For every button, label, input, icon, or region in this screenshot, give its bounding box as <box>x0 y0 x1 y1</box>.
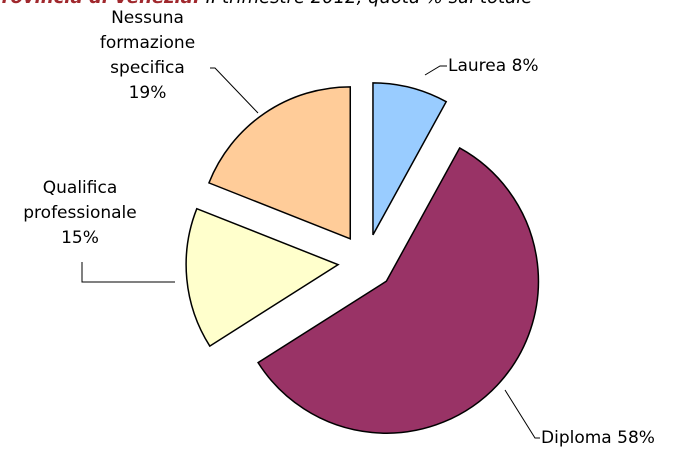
label-name: Nessuna formazione specifica <box>99 8 196 78</box>
label-value: 15% <box>61 228 99 248</box>
leaders <box>81 65 540 439</box>
chart-title: Provincia di Venezia: <box>0 0 200 8</box>
pie-slice <box>207 86 352 240</box>
slice-label: Qualifica professionale 15% <box>0 176 160 251</box>
pie-slice <box>257 146 540 434</box>
label-value: 58% <box>617 428 655 448</box>
chart-subtitle: II trimestre 2012, quota % sul totale <box>206 0 533 8</box>
pie-slice <box>185 207 340 348</box>
label-name: Qualifica professionale <box>23 178 137 223</box>
label-name: Diploma <box>541 428 612 448</box>
title-row: Provincia di Venezia: II trimestre 2012,… <box>0 0 532 8</box>
leader-line <box>504 389 540 439</box>
leader-line <box>424 65 447 76</box>
label-value: 8% <box>511 56 539 76</box>
slice-label: Nessuna formazione specifica 19% <box>90 6 205 106</box>
leader-line <box>210 67 259 114</box>
leader-line <box>81 262 175 283</box>
label-name: Laurea <box>448 56 507 76</box>
slice-label: Diploma 58% <box>541 426 655 450</box>
slice-label: Laurea 8% <box>448 54 539 79</box>
pie-slice <box>372 82 448 236</box>
label-value: 19% <box>128 83 167 103</box>
